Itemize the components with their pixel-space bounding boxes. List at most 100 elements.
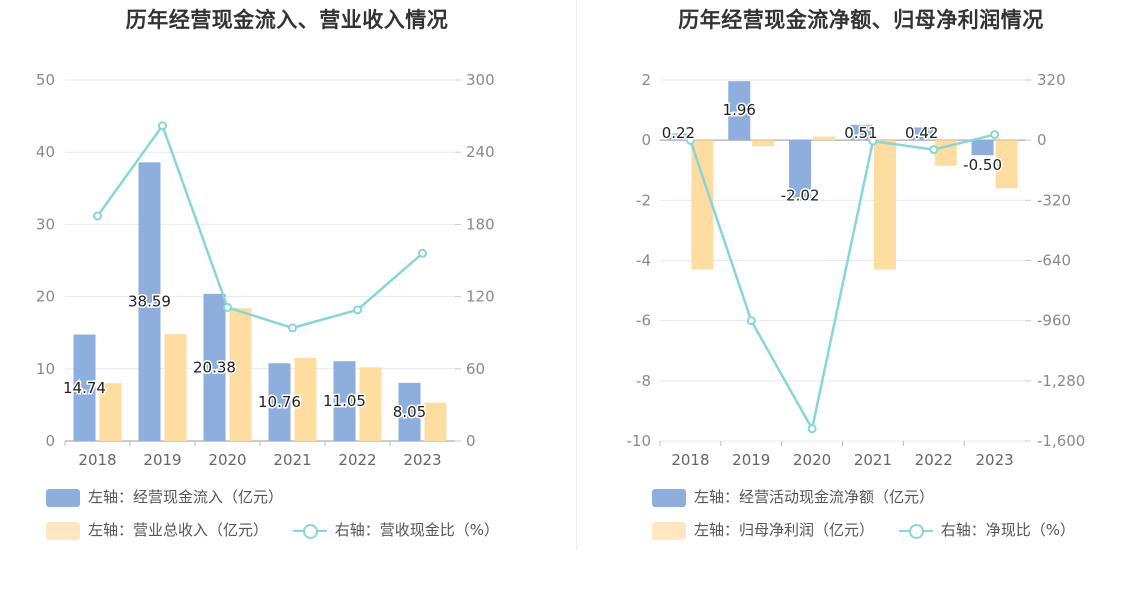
bar-secondary xyxy=(934,140,957,166)
left-axis-tick-label: 2 xyxy=(641,71,651,89)
left-axis-tick-label: 0 xyxy=(641,131,651,149)
left-chart-panel: 历年经营现金流入、营业收入情况 0 10 20 30 40 50 0 60 120 180 240 3… xyxy=(36,8,519,540)
legend-item-net-profit[interactable]: 左轴：归母净利润（亿元） xyxy=(652,519,874,540)
x-axis-tick-label: 2019 xyxy=(143,451,181,469)
line-point xyxy=(223,302,232,312)
legend-swatch-orange xyxy=(652,521,686,540)
line-point xyxy=(418,248,427,258)
bar-primary xyxy=(849,124,872,141)
bar-data-label: 1.96 xyxy=(723,101,756,119)
bar-data-label: 10.76 xyxy=(258,393,301,411)
right-legend-row1: 左轴：经营活动现金流净额（亿元） xyxy=(652,486,954,507)
line-point xyxy=(746,316,756,326)
line-point xyxy=(929,145,939,155)
bar-secondary xyxy=(995,140,1018,189)
line-point xyxy=(288,323,297,333)
line-point xyxy=(685,135,695,145)
right-legend-row2: 左轴：归母净利润（亿元） 右轴：净现比（%） xyxy=(652,519,1095,540)
line-point xyxy=(158,121,167,131)
bar-data-label: 0.51 xyxy=(844,124,877,142)
legend-item-net-cash-ratio[interactable]: 右轴：净现比（%） xyxy=(898,519,1076,540)
left-axis-tick-label: 0 xyxy=(45,432,55,450)
line-point xyxy=(93,211,102,221)
bar-secondary xyxy=(99,383,122,441)
legend-item-revenue[interactable]: 左轴：营业总收入（亿元） xyxy=(46,519,268,540)
legend-label-net-profit: 左轴：归母净利润（亿元） xyxy=(694,521,875,539)
left-axis-tick-label: 10 xyxy=(36,360,55,378)
left-chart-title: 历年经营现金流入、营业收入情况 xyxy=(125,8,449,32)
left-axis-tick-label: -8 xyxy=(636,372,651,390)
line-series xyxy=(689,133,995,433)
x-axis-tick-label: 2018 xyxy=(671,451,709,469)
left-axis-tick-label: -10 xyxy=(627,432,652,450)
right-axis-tick-label: 60 xyxy=(466,360,485,378)
legend-label-net-cash-ratio: 右轴：净现比（%） xyxy=(940,521,1076,539)
legend-line-icon xyxy=(292,522,327,540)
right-chart-panel: 历年经营现金流净额、归母净利润情况 -10 -8 -6 -4 -2 0 2 -1,600 -1,… xyxy=(574,0,1148,589)
x-axis-tick-label: 2021 xyxy=(273,451,311,469)
bar-data-label: 0.22 xyxy=(662,124,695,142)
x-axis-tick-label: 2019 xyxy=(732,451,770,469)
right-chart-title: 历年经营现金流净额、归母净利润情况 xyxy=(678,8,1044,32)
bar-data-label: 38.59 xyxy=(128,293,171,311)
line-point xyxy=(990,130,1000,140)
bar-secondary xyxy=(813,136,836,141)
legend-item-net-cash-flow[interactable]: 左轴：经营活动现金流净额（亿元） xyxy=(652,486,934,507)
bar-secondary xyxy=(691,140,714,270)
left-legend-row2: 左轴：营业总收入（亿元） 右轴：营收现金比（%） xyxy=(46,519,519,540)
right-axis-tick-label: 300 xyxy=(466,71,495,89)
right-axis-tick-label: -320 xyxy=(1037,191,1071,209)
right-axis-tick-label: 120 xyxy=(466,288,495,306)
bar-secondary xyxy=(359,367,382,441)
bar-primary xyxy=(789,140,812,201)
bar-secondary xyxy=(752,140,775,147)
legend-swatch-blue xyxy=(652,488,686,507)
x-axis-tick-label: 2020 xyxy=(208,451,246,469)
legend-label-revenue: 左轴：营业总收入（亿元） xyxy=(88,521,269,539)
bar-secondary xyxy=(164,334,187,441)
bar-data-label: 11.05 xyxy=(323,392,366,410)
legend-item-cash-ratio[interactable]: 右轴：营收现金比（%） xyxy=(292,519,500,540)
x-axis-tick-label: 2022 xyxy=(338,451,376,469)
legend-item-cash-inflow[interactable]: 左轴：经营现金流入（亿元） xyxy=(46,486,283,507)
right-axis-tick-label: 240 xyxy=(466,143,495,161)
right-axis-tick-label: 0 xyxy=(1037,131,1047,149)
bar-primary xyxy=(971,140,994,156)
legend-label-net-cash-flow: 左轴：经营活动现金流净额（亿元） xyxy=(694,488,935,506)
bar-data-label: 8.05 xyxy=(393,403,426,421)
left-axis-tick-label: -6 xyxy=(636,312,651,330)
legend-label-cash-inflow: 左轴：经营现金流入（亿元） xyxy=(88,488,284,506)
bar-primary xyxy=(910,127,933,141)
bar-secondary xyxy=(873,140,896,270)
bar-primary xyxy=(333,361,356,441)
legend-swatch-blue xyxy=(46,488,80,507)
bar-data-label: 0.42 xyxy=(905,124,938,142)
left-chart-svg: 0 10 20 30 40 50 0 60 120 180 240 300 2018 2019 2020 20… xyxy=(36,71,495,469)
right-axis-tick-label: -640 xyxy=(1037,252,1071,270)
right-axis-tick-label: 320 xyxy=(1037,71,1066,89)
left-axis-tick-label: 30 xyxy=(36,215,55,233)
right-axis-tick-label: -1,600 xyxy=(1037,432,1085,450)
left-axis-tick-label: 40 xyxy=(36,143,55,161)
x-axis-tick-label: 2022 xyxy=(915,451,953,469)
right-axis-tick-label: 180 xyxy=(466,215,495,233)
right-chart-svg: -10 -8 -6 -4 -2 0 2 -1,600 -1,280 -960 -640 -320 0 32… xyxy=(627,71,1086,469)
bar-data-label: 14.74 xyxy=(63,379,106,397)
x-axis-tick-label: 2020 xyxy=(793,451,831,469)
right-axis-tick-label: -1,280 xyxy=(1037,372,1085,390)
x-axis-tick-label: 2018 xyxy=(78,451,116,469)
left-legend-row1: 左轴：经营现金流入（亿元） xyxy=(46,486,303,507)
left-axis-tick-label: -2 xyxy=(636,191,651,209)
bar-data-label: 20.38 xyxy=(193,358,236,376)
legend-label-cash-ratio: 右轴：营收现金比（%） xyxy=(334,521,500,539)
bar-data-label: -0.50 xyxy=(963,156,1002,174)
right-axis-tick-label: -960 xyxy=(1037,312,1071,330)
bar-primary xyxy=(73,334,96,441)
left-axis-tick-label: 20 xyxy=(36,288,55,306)
bar-primary xyxy=(667,133,690,141)
bar-primary xyxy=(138,162,161,442)
x-axis-tick-label: 2023 xyxy=(975,451,1013,469)
right-axis-tick-label: 0 xyxy=(466,432,476,450)
x-axis-tick-label: 2023 xyxy=(403,451,441,469)
bar-secondary xyxy=(229,308,252,441)
